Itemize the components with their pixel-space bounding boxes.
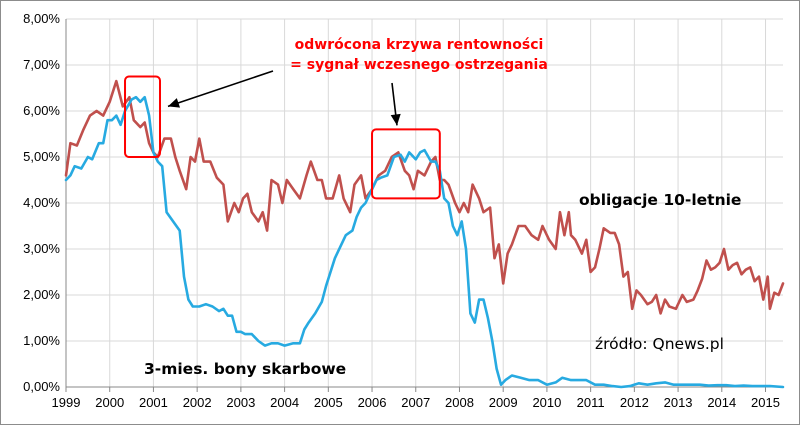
x-tick-label-4: 2003	[226, 395, 255, 410]
x-tick-label-7: 2006	[358, 395, 387, 410]
x-tick-label-3: 2002	[183, 395, 212, 410]
x-tick-label-1: 2000	[95, 395, 124, 410]
x-tick-label-16: 2015	[751, 395, 780, 410]
bills-series-label: 3-mies. bony skarbowe	[144, 360, 346, 378]
annotation-arrowhead-0	[168, 98, 180, 108]
y-tick-label-0: 0,00%	[23, 379, 60, 394]
source-label: źródło: Qnews.pl	[595, 335, 724, 353]
x-tick-label-6: 2005	[314, 395, 343, 410]
y-tick-label-1: 1,00%	[23, 333, 60, 348]
inversion-annotation-line1: odwrócona krzywa rentowności	[295, 37, 544, 53]
highlight-box-0	[124, 75, 161, 158]
y-tick-label-3: 3,00%	[23, 241, 60, 256]
y-tick-label-7: 7,00%	[23, 57, 60, 72]
arrows	[167, 70, 401, 126]
x-tick-label-14: 2013	[664, 395, 693, 410]
x-tick-label-15: 2014	[707, 395, 736, 410]
x-tick-label-11: 2010	[532, 395, 561, 410]
inversion-annotation-line2: = sygnał wczesnego ostrzegania	[290, 57, 548, 73]
x-tick-label-13: 2012	[620, 395, 649, 410]
x-tick-label-9: 2008	[445, 395, 474, 410]
series-layer	[64, 79, 785, 389]
x-tick-label-10: 2009	[489, 395, 518, 410]
x-tick-label-0: 1999	[52, 395, 81, 410]
annotation-arrowhead-1	[390, 113, 401, 126]
series-line-0	[64, 79, 785, 315]
y-tick-label-8: 8,00%	[23, 11, 60, 26]
bonds-series-label: obligacje 10-letnie	[579, 191, 741, 209]
x-tick-label-8: 2007	[401, 395, 430, 410]
highlight-box-1	[371, 128, 441, 200]
y-tick-label-5: 5,00%	[23, 149, 60, 164]
highlight-boxes	[124, 75, 441, 200]
axes: 0,00% 1,00% 2,00% 3,00% 4,00% 5,00% 6,00% 7,00%…	[23, 11, 783, 410]
y-tick-label-4: 4,00%	[23, 195, 60, 210]
x-tick-label-12: 2011	[577, 395, 605, 410]
y-tick-label-6: 6,00%	[23, 103, 60, 118]
y-tick-label-2: 2,00%	[23, 287, 60, 302]
series-line-1	[64, 95, 785, 389]
annotation-arrow-0	[167, 70, 274, 108]
x-tick-label-5: 2004	[270, 395, 299, 410]
x-tick-label-2: 2001	[139, 395, 168, 410]
